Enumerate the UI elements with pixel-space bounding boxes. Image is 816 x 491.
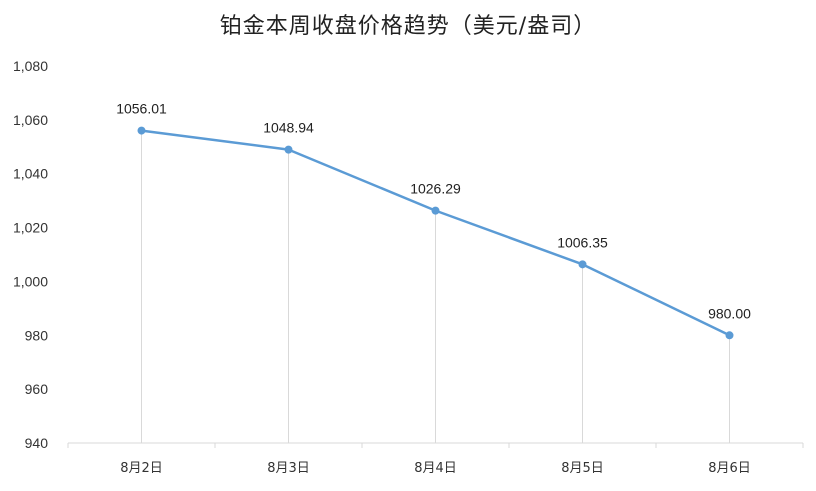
y-axis: 940 960 980 1,000 1,020 1,040 1,060 1,080 (13, 58, 48, 451)
data-point (578, 260, 587, 269)
data-point (284, 145, 293, 154)
y-tick-label: 940 (25, 435, 49, 451)
y-tick-label: 980 (25, 327, 49, 343)
x-tick-label: 8月2日 (120, 461, 163, 476)
y-tick-label: 1,020 (13, 220, 48, 236)
x-tick-label: 8月4日 (414, 461, 457, 476)
data-label: 1006.35 (557, 234, 608, 250)
y-tick-label: 1,080 (13, 58, 48, 74)
x-tick-label: 8月3日 (267, 461, 310, 476)
data-label: 980.00 (708, 305, 751, 321)
chart-title: 铂金本周收盘价格趋势（美元/盎司） (219, 14, 597, 39)
x-tick-label: 8月5日 (561, 461, 604, 476)
data-point (431, 206, 440, 215)
data-point (137, 126, 146, 135)
y-tick-label: 960 (25, 381, 49, 397)
x-tick-label: 8月6日 (708, 461, 751, 476)
x-axis: 8月2日 8月3日 8月4日 8月5日 8月6日 (67, 442, 804, 476)
y-tick-label: 1,060 (13, 112, 48, 128)
data-label: 1048.94 (263, 120, 314, 136)
data-labels: 1056.01 1048.94 1026.29 1006.35 980.00 (116, 101, 751, 322)
y-tick-label: 1,000 (13, 273, 48, 289)
data-label: 1026.29 (410, 181, 461, 197)
y-tick-label: 1,040 (13, 166, 48, 182)
data-label: 1056.01 (116, 101, 167, 117)
drop-lines (141, 130, 730, 443)
data-point (725, 331, 734, 340)
series-group (137, 126, 734, 340)
